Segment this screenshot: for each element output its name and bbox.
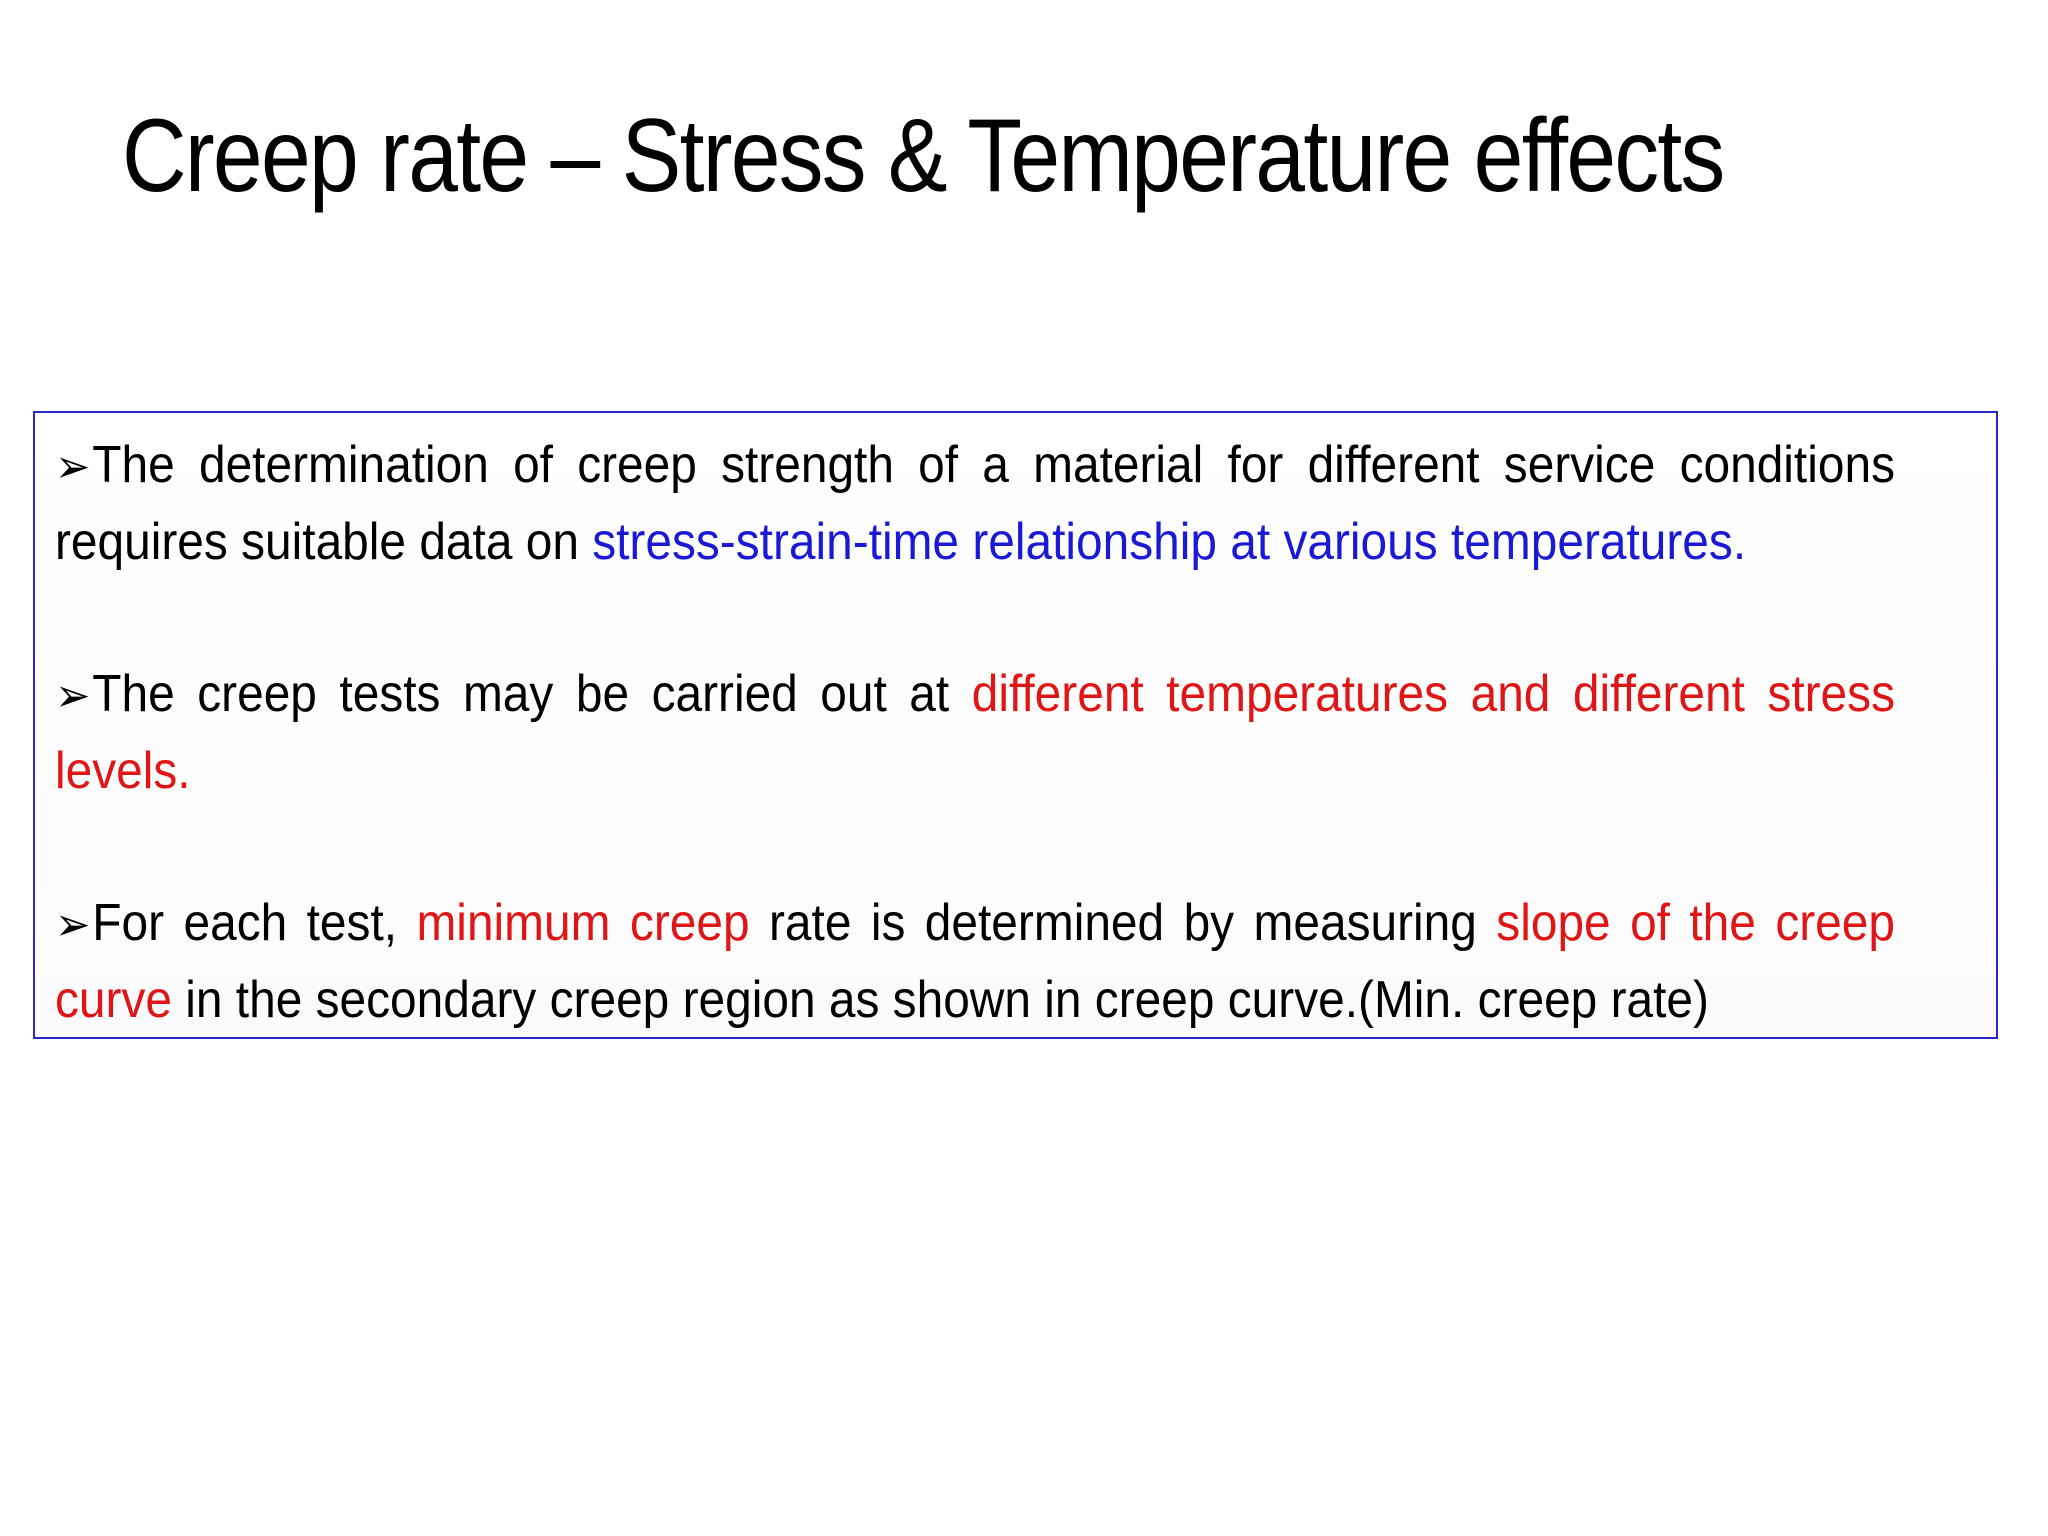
highlight-red-text: different temperatures and different str… [55, 665, 1896, 800]
highlight-red-text: slope of the creep curve [55, 894, 1895, 1029]
bullet-item-2: ➢The creep tests may be carried out at d… [55, 656, 1895, 809]
arrow-bullet-icon: ➢ [55, 668, 91, 722]
arrow-bullet-icon: ➢ [55, 897, 91, 951]
bullet-item-3: ➢For each test, minimum creep rate is de… [55, 885, 1895, 1038]
bullet-item-1: ➢The determination of creep strength of … [55, 427, 1895, 580]
arrow-bullet-icon: ➢ [55, 439, 91, 493]
bullet-text: The creep tests may be carried out at [92, 665, 972, 723]
slide-title: Creep rate – Stress & Temperature effect… [122, 98, 1725, 214]
highlight-blue-text: stress-strain-time relationship at vario… [592, 513, 1747, 571]
bullet-text: rate is determined by measuring [749, 894, 1497, 952]
bullet-text: For each test, [92, 894, 417, 952]
bullet-text: in the secondary creep region as shown i… [171, 971, 1709, 1029]
bullet-box: ➢The determination of creep strength of … [33, 411, 1998, 1039]
bullet-text: The determination of creep strength of a… [55, 436, 1896, 571]
highlight-red-text: minimum creep [416, 894, 750, 952]
